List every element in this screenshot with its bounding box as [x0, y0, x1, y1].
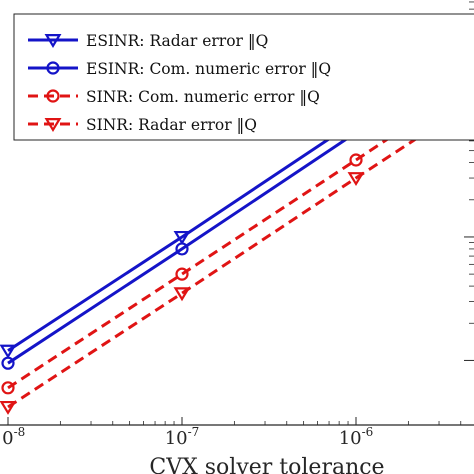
legend-entry-4: SINR: Radar error ‖Q	[28, 116, 257, 134]
legend-marker	[44, 34, 62, 48]
series-marker	[349, 153, 363, 167]
x-tick-label-base: 10	[0, 428, 14, 449]
series-marker	[1, 356, 15, 370]
legend-box	[13, 13, 474, 141]
x-tick-label: 10-7	[165, 425, 200, 449]
legend-label: ESINR: Radar error ‖Q	[86, 32, 268, 50]
series-marker	[175, 242, 189, 256]
x-tick-label-exponent: -8	[14, 425, 26, 439]
x-tick-label-base: 10	[165, 428, 188, 449]
series-marker	[173, 230, 191, 245]
series-marker	[175, 267, 189, 281]
tick-labels: 10-810-710-6	[0, 425, 373, 449]
legend-entry-2: ESINR: Com. numeric error ‖Q	[28, 60, 331, 78]
series-marker	[347, 172, 365, 187]
legend-label: SINR: Com. numeric error ‖Q	[86, 88, 320, 106]
legend-marker	[44, 118, 62, 132]
legend-marker	[46, 61, 60, 75]
series-marker	[1, 381, 15, 395]
series-marker	[0, 400, 17, 415]
legend-entry-3: SINR: Com. numeric error ‖Q	[28, 88, 320, 106]
series-marker	[0, 344, 17, 359]
x-tick-label: 10-6	[339, 425, 374, 449]
legend-label: ESINR: Com. numeric error ‖Q	[86, 60, 331, 78]
x-tick-label-exponent: -7	[188, 425, 200, 439]
legend-entry-1: ESINR: Radar error ‖Q	[28, 32, 268, 50]
x-tick-label-exponent: -6	[362, 425, 374, 439]
x-tick-label-base: 10	[339, 428, 362, 449]
series-marker	[173, 287, 191, 302]
x-axis-label: CVX solver tolerance	[149, 455, 384, 474]
x-tick-label: 10-8	[0, 425, 25, 449]
legend-marker	[46, 89, 60, 103]
legend: ESINR: Radar error ‖Q ESINR: Com. numeric…	[13, 13, 474, 141]
legend-label: SINR: Radar error ‖Q	[86, 116, 257, 134]
